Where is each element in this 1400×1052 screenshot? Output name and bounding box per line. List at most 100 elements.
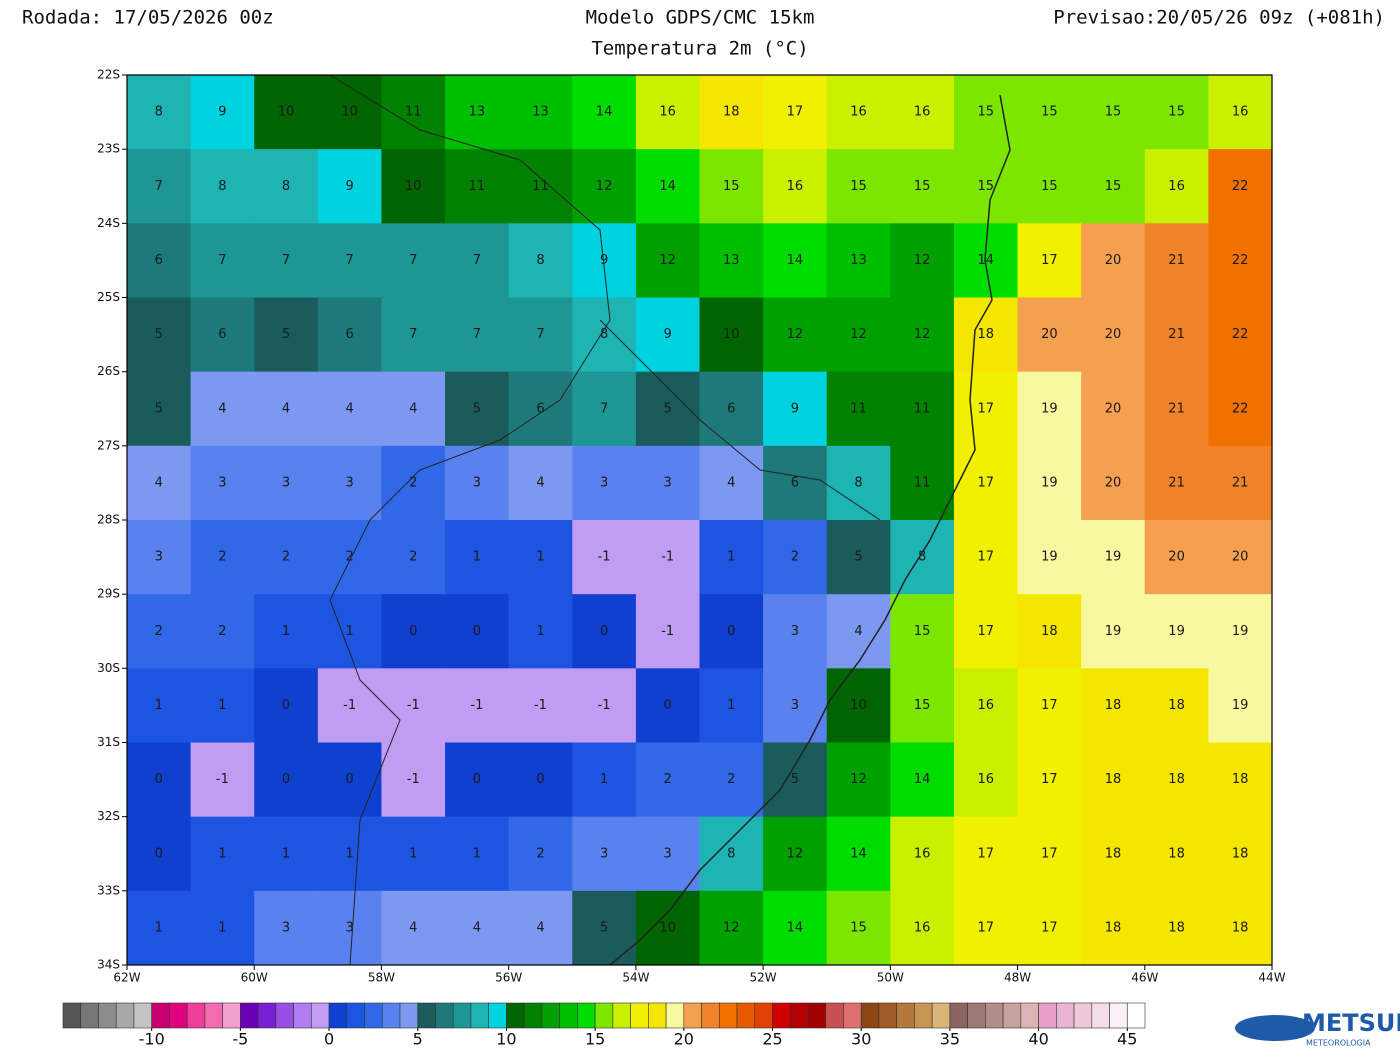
temperature-value: 4 [345, 401, 353, 416]
temperature-value: 7 [600, 401, 608, 416]
temperature-value: 6 [727, 401, 735, 416]
temperature-value: 10 [723, 327, 740, 342]
lat-label: 23S [97, 142, 120, 156]
colorbar-box [115, 1002, 135, 1029]
temperature-cell [508, 445, 573, 521]
temperature-cell [699, 75, 764, 150]
temperature-cell [635, 75, 700, 150]
temperature-cell [508, 816, 573, 892]
colorbar-box [452, 1002, 472, 1029]
colorbar-box [701, 1002, 720, 1029]
temperature-cell [1208, 297, 1273, 373]
temperature-value: 5 [854, 550, 862, 565]
temperature-value: 16 [914, 846, 931, 861]
temperature-cell [1081, 297, 1146, 373]
temperature-value: 3 [791, 698, 799, 713]
temperature-value: 15 [850, 920, 867, 935]
temperature-value: 3 [282, 920, 290, 935]
temperature-value: 6 [536, 401, 544, 416]
temperature-cell [1081, 223, 1146, 298]
temperature-cell [254, 742, 319, 818]
temperature-cell [826, 742, 891, 818]
temperature-cell [635, 520, 700, 595]
temperature-cell [890, 742, 955, 818]
temperature-cell [1144, 668, 1209, 743]
temperature-value: 12 [787, 846, 804, 861]
temperature-cell [1081, 371, 1146, 447]
temperature-cell [699, 816, 764, 892]
lon-label: 56W [495, 971, 522, 985]
temperature-value: 14 [787, 920, 804, 935]
temperature-value: 6 [345, 327, 353, 342]
temperature-value: 2 [282, 550, 290, 565]
temperature-cell [127, 668, 192, 743]
temperature-cell [953, 594, 1019, 669]
temperature-value: 17 [1041, 772, 1058, 787]
temperature-value: 1 [536, 624, 544, 639]
colorbar-box [878, 1002, 897, 1029]
temperature-cell [953, 816, 1019, 892]
temperature-value: 15 [850, 179, 867, 194]
temperature-value: 21 [1168, 327, 1185, 342]
temperature-cell [190, 890, 255, 966]
temperature-value: 18 [1168, 846, 1185, 861]
temperature-cell [953, 223, 1019, 298]
temperature-cell [254, 890, 319, 966]
temperature-value: 3 [600, 475, 608, 490]
run-label: Rodada: 17/05/2026 00z [22, 7, 274, 29]
temperature-value: 12 [850, 327, 867, 342]
temperature-cell [127, 297, 192, 373]
temperature-cell [826, 75, 891, 150]
temperature-cell [254, 668, 319, 743]
temperature-value: 2 [791, 550, 799, 565]
temperature-value: 20 [1168, 550, 1185, 565]
colorbar-box [931, 1002, 951, 1029]
temperature-value: 4 [536, 475, 544, 490]
temperature-cell [1081, 594, 1146, 669]
forecast-label: Previsao:20/05/26 09z (+081h) [1053, 7, 1385, 29]
colorbar-label: 30 [851, 1030, 871, 1049]
temperature-cell [1208, 371, 1273, 447]
temperature-cell [1081, 742, 1146, 818]
temperature-value: 1 [218, 920, 226, 935]
temperature-cell [1208, 520, 1273, 595]
temperature-value: 1 [155, 920, 163, 935]
colorbar-box [967, 1002, 986, 1029]
colorbar-box [1109, 1002, 1128, 1029]
temperature-value: 4 [155, 475, 163, 490]
temperature-cell [127, 371, 192, 447]
temperature-cell [445, 223, 510, 298]
temperature-cell [763, 594, 828, 669]
temperature-cell [445, 668, 510, 743]
temperature-value: 5 [155, 401, 163, 416]
lat-label: 22S [97, 68, 120, 82]
temperature-cell [381, 149, 446, 224]
temperature-cell [317, 890, 382, 966]
temperature-value: 18 [1041, 624, 1058, 639]
temperature-value: 1 [218, 698, 226, 713]
temperature-value: 17 [787, 105, 804, 120]
temperature-value: 16 [1232, 105, 1249, 120]
colorbar-label: 20 [674, 1030, 694, 1049]
temperature-cell [254, 371, 319, 447]
temperature-value: 11 [469, 179, 486, 194]
temperature-value: 7 [282, 253, 290, 268]
colorbar-box [364, 1002, 383, 1029]
temperature-value: 10 [341, 105, 358, 120]
temperature-cell [826, 371, 891, 447]
temperature-cell [1081, 816, 1146, 892]
temperature-cell [699, 594, 764, 669]
temperature-cell [890, 445, 955, 521]
colorbar-box [98, 1002, 117, 1029]
colorbar-box [62, 1002, 82, 1029]
temperature-value: 2 [218, 624, 226, 639]
temperature-value: 17 [1041, 698, 1058, 713]
temperature-value: 15 [1105, 105, 1122, 120]
temperature-value: 7 [409, 253, 417, 268]
temperature-value: 16 [1168, 179, 1185, 194]
temperature-value: 12 [596, 179, 613, 194]
temperature-cell [1208, 149, 1273, 224]
colorbar-label: 45 [1117, 1030, 1137, 1049]
temperature-cell [508, 520, 573, 595]
temperature-value: 16 [914, 920, 931, 935]
